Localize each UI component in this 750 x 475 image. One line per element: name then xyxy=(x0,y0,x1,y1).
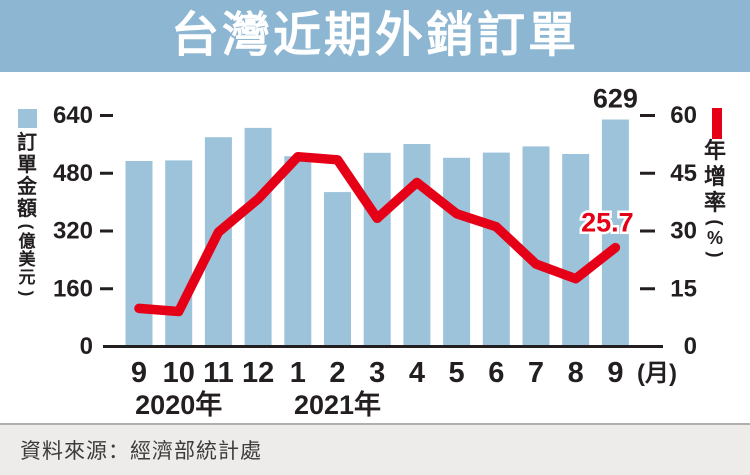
axis-title-char: 金 xyxy=(17,176,37,198)
axis-title-char: 年 xyxy=(703,138,726,163)
left-axis-title: 訂單金額 ( 億美元) xyxy=(12,132,42,300)
year-label: 2020年 xyxy=(135,389,222,420)
left-axis-tick-label: 160 xyxy=(53,275,93,302)
order-bar xyxy=(165,160,193,347)
axis-title-char: 訂 xyxy=(17,132,37,154)
axis-title-char: 增 xyxy=(703,164,726,189)
axis-title-char: 單 xyxy=(17,154,37,176)
month-label: 9 xyxy=(131,357,147,389)
month-label: 12 xyxy=(242,357,274,389)
right-axis-tick-label: 15 xyxy=(670,275,697,302)
order-bar xyxy=(363,152,391,347)
source-text: 資料來源：經濟部統計處 xyxy=(20,440,262,463)
order-bar xyxy=(443,157,471,347)
left-axis-tick-label: 640 xyxy=(53,102,93,129)
order-bar xyxy=(244,127,272,347)
right-axis-title: 年增率 (%) xyxy=(700,138,730,261)
axis-title-char: 美 xyxy=(18,250,36,269)
axis-title-char: ) xyxy=(705,251,726,258)
last-line-value-label: 25.7 xyxy=(581,208,634,238)
order-bar xyxy=(522,146,550,347)
axis-title-char: 億 xyxy=(18,232,36,251)
axis-title-char: 率 xyxy=(703,190,726,215)
right-axis-tick-label: 60 xyxy=(670,102,697,129)
growth-line xyxy=(134,151,621,317)
month-label: 3 xyxy=(369,357,385,389)
order-bar xyxy=(601,119,629,347)
month-label: 4 xyxy=(409,357,425,389)
right-axis-tick-label: 45 xyxy=(670,160,697,187)
growth-legend-swatch xyxy=(712,108,722,139)
orders-legend-swatch xyxy=(18,109,37,128)
chart-area: 640 480 320 160 0 60 45 30 15 0 9 10 11 12 1 2 3 4 5 6 7 8 9 (月… xyxy=(0,72,750,423)
order-bar xyxy=(125,161,153,347)
left-axis-tick-label: 480 xyxy=(53,160,93,187)
title-bar: 台灣近期外銷訂單 xyxy=(0,0,750,72)
order-bar xyxy=(482,152,510,347)
order-bar xyxy=(284,156,312,347)
left-axis-tick-label: 320 xyxy=(53,218,93,245)
last-bar-value-label: 629 xyxy=(593,84,638,114)
month-label: 5 xyxy=(449,357,465,389)
month-unit-label: (月) xyxy=(637,360,677,387)
month-label: 7 xyxy=(528,357,544,389)
year-label: 2021年 xyxy=(294,389,381,420)
month-label: 8 xyxy=(568,357,584,389)
order-bar xyxy=(324,192,351,347)
axis-title-char: ( xyxy=(17,223,37,230)
month-label: 1 xyxy=(290,357,306,389)
right-axis-tick-label: 30 xyxy=(670,218,697,245)
right-axis-tick-label: 0 xyxy=(684,333,697,360)
order-bar xyxy=(403,144,431,347)
left-axis-tick-label: 0 xyxy=(80,333,93,360)
axis-title-char: ( xyxy=(705,219,726,226)
order-bar xyxy=(562,154,590,347)
month-label: 10 xyxy=(163,357,195,389)
axis-title-char: 元 xyxy=(18,268,36,287)
axis-title-char: 額 xyxy=(17,198,37,220)
axis-title-char: ) xyxy=(17,290,37,297)
source-bar: 資料來源：經濟部統計處 xyxy=(0,423,750,475)
month-label: 6 xyxy=(488,357,504,389)
month-label: 9 xyxy=(607,357,623,389)
chart-title: 台灣近期外銷訂單 xyxy=(170,9,579,62)
axis-title-char: % xyxy=(706,228,723,248)
month-label: 11 xyxy=(203,357,234,389)
month-label: 2 xyxy=(329,357,345,389)
